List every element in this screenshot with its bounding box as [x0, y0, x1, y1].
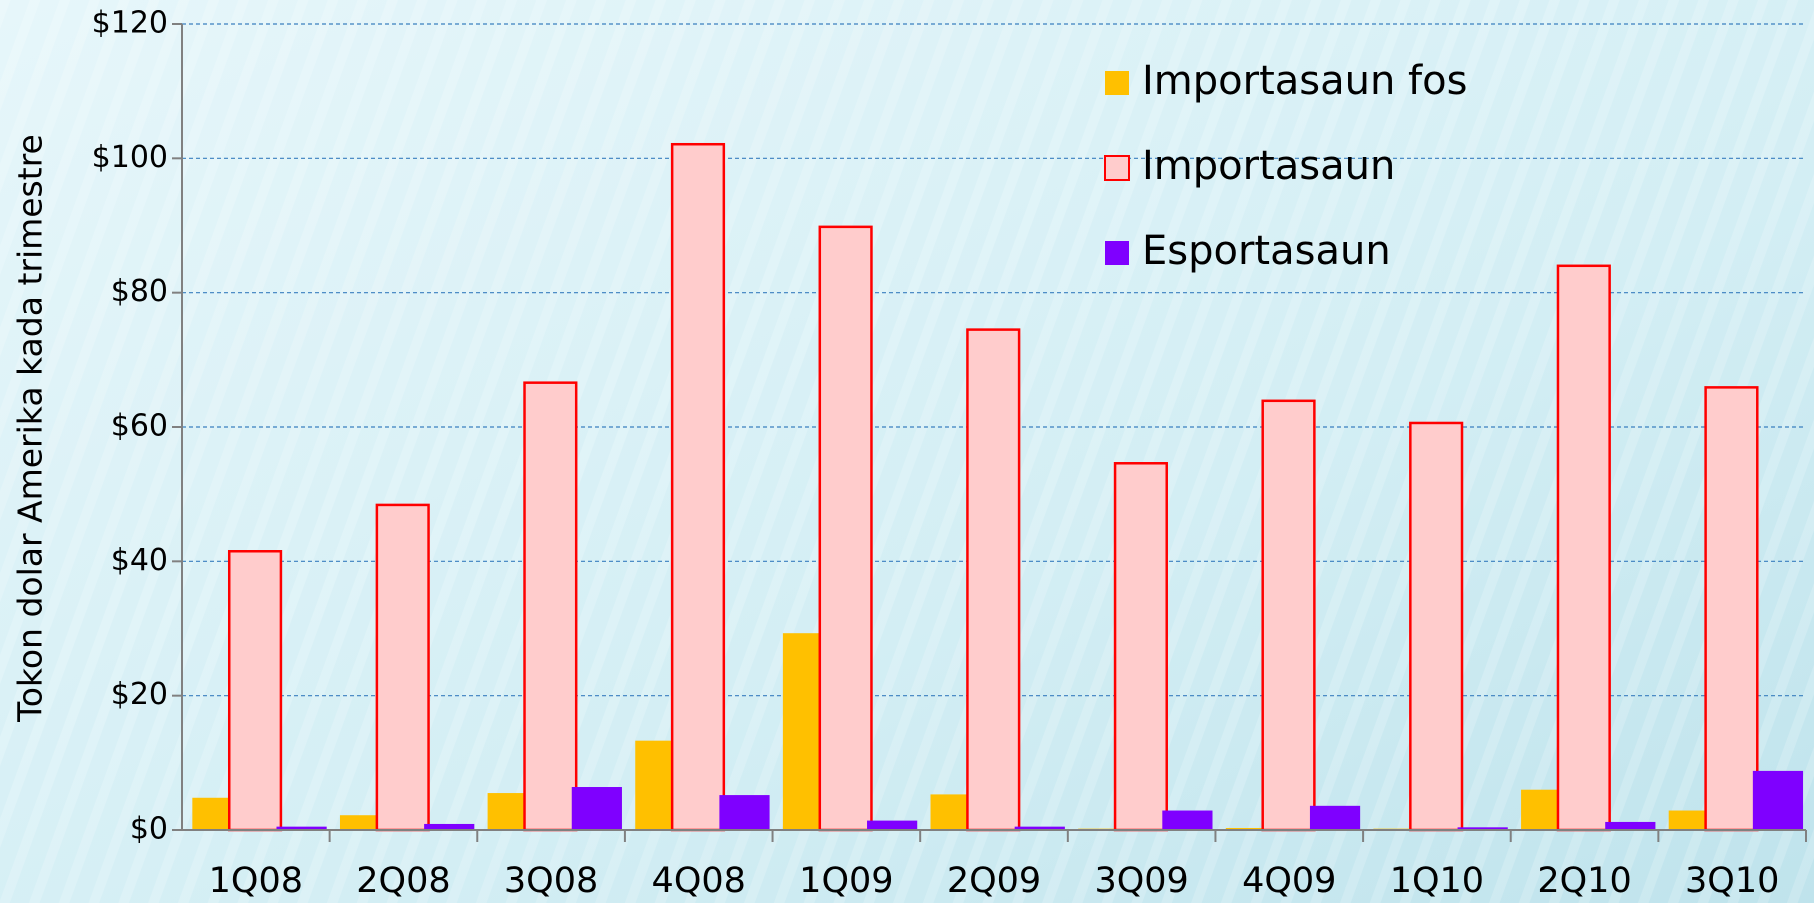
x-tick-label: 1Q09	[799, 861, 893, 901]
x-tick-label: 2Q10	[1537, 861, 1631, 901]
legend-label: Importasaun fos	[1142, 58, 1467, 104]
bar	[867, 820, 918, 830]
bar	[487, 793, 525, 830]
bar	[227, 550, 283, 832]
bar	[276, 826, 327, 830]
bar	[424, 823, 475, 830]
y-tick-label: $80	[111, 274, 168, 309]
bar	[1261, 399, 1316, 832]
x-tick-label: 3Q08	[504, 861, 598, 901]
bar	[571, 787, 622, 830]
legend-swatch	[1105, 241, 1129, 265]
bar	[930, 794, 968, 830]
bar	[1409, 421, 1464, 832]
x-tick-label: 2Q09	[947, 861, 1041, 901]
bar	[1521, 789, 1558, 830]
bar	[1668, 810, 1706, 830]
y-tick-label: $40	[111, 543, 168, 578]
y-axis-title: Tokon dolar Amerika kada trimestre	[11, 134, 50, 723]
bar	[1752, 770, 1804, 830]
y-tick-label: $0	[130, 812, 168, 847]
x-tick-label: 3Q09	[1094, 861, 1188, 901]
bar	[635, 740, 673, 830]
bar	[670, 142, 726, 832]
bar	[1556, 264, 1611, 832]
bar	[818, 225, 873, 832]
legend-swatch	[1104, 155, 1130, 181]
y-tick-label: $20	[111, 677, 168, 712]
bar	[1605, 821, 1656, 830]
x-tick-label: 2Q08	[356, 861, 450, 901]
bar	[1309, 805, 1361, 830]
x-tick-label: 1Q10	[1390, 861, 1484, 901]
bar	[1457, 827, 1508, 830]
y-tick-label: $100	[92, 140, 168, 175]
bar	[719, 795, 770, 830]
legend-swatch	[1105, 71, 1129, 95]
bar	[966, 328, 1021, 832]
bar	[782, 633, 820, 830]
bar	[339, 815, 377, 830]
legend-label: Esportasaun	[1142, 228, 1391, 274]
bar	[1225, 827, 1263, 830]
bar	[1162, 810, 1213, 830]
x-tick-label: 1Q08	[209, 861, 303, 901]
bar	[1014, 826, 1065, 830]
bar	[1113, 462, 1168, 832]
legend-label: Importasaun	[1142, 143, 1395, 189]
bar	[192, 797, 230, 830]
bar	[523, 381, 578, 832]
y-tick-label: $120	[92, 6, 168, 41]
bar	[375, 503, 430, 832]
x-tick-label: 4Q08	[652, 861, 746, 901]
x-tick-label: 4Q09	[1242, 861, 1336, 901]
y-tick-label: $60	[111, 409, 168, 444]
x-tick-label: 3Q10	[1685, 861, 1779, 901]
bar	[1704, 386, 1759, 832]
